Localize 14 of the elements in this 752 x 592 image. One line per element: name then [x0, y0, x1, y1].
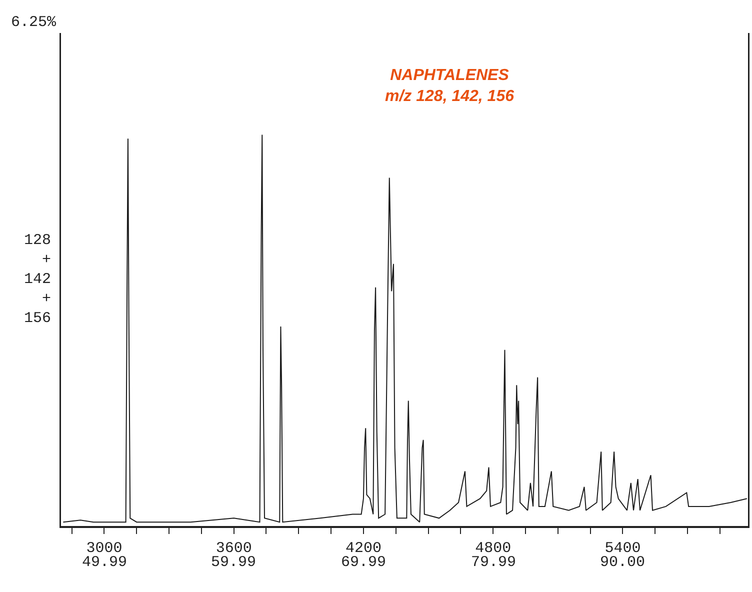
x2-tick-label: 69.99 — [341, 554, 386, 571]
x2-tick-label: 59.99 — [211, 554, 256, 571]
y-axis-title: 128 + 142 + 156 — [24, 232, 52, 327]
x2-tick-label: 90.00 — [600, 554, 646, 571]
x2-tick-label: 49.99 — [82, 554, 128, 571]
chart-subtitle: m/z 128, 142, 156 — [385, 88, 514, 105]
x-tick-label: 5400 — [604, 540, 641, 557]
text: 6.25% — [11, 14, 58, 31]
x-tick-label: 4800 — [475, 540, 512, 557]
x-tick-label: 4200 — [345, 540, 382, 557]
x-tick-label: 3600 — [216, 540, 252, 557]
x-tick-label: 3000 — [86, 540, 122, 557]
x2-tick-label: 79.99 — [471, 554, 516, 571]
chart-title: NAPHTALENES — [390, 67, 510, 84]
